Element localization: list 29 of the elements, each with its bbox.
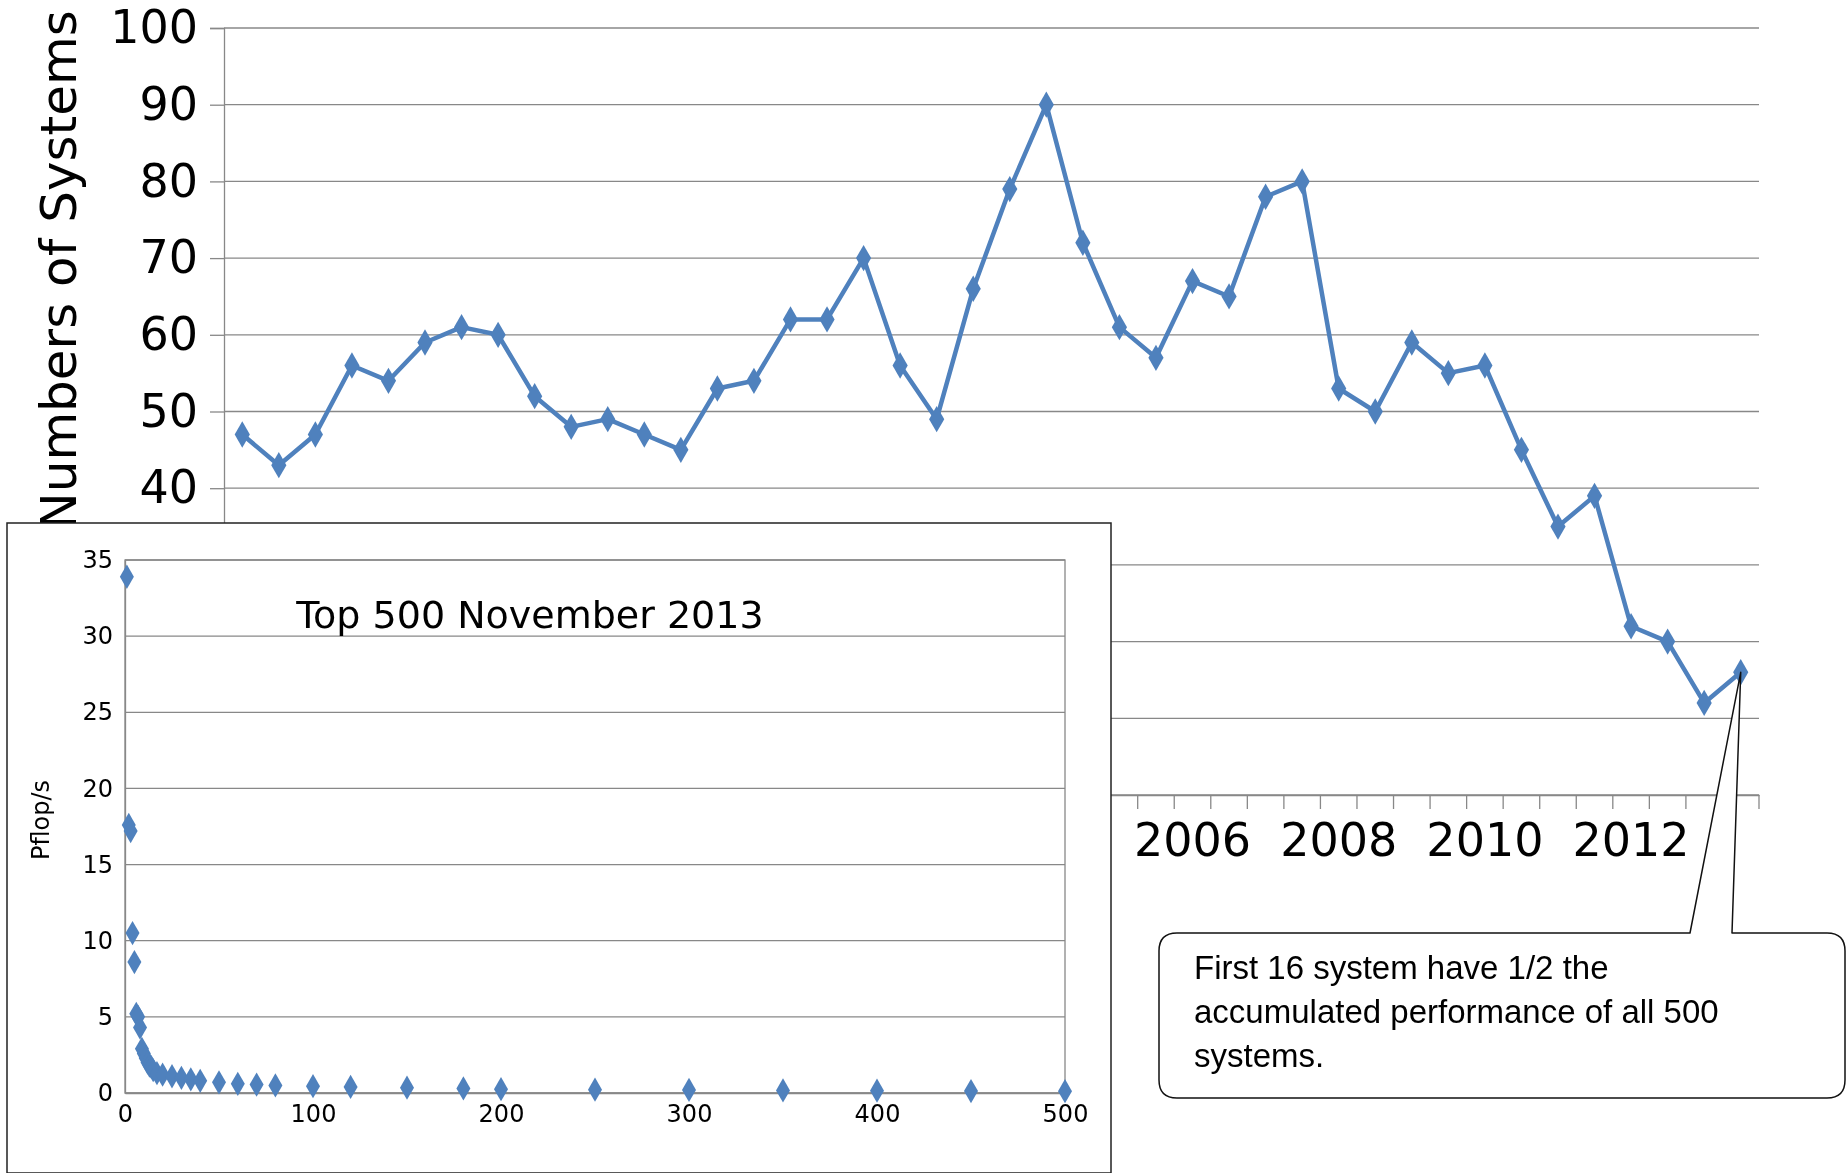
x-tick-label: 400 xyxy=(854,1100,901,1129)
y-tick-label: 60 xyxy=(139,307,198,362)
x-tick-label: 2010 xyxy=(1426,812,1544,867)
text: First 16 system have 1/2 the accumulated performance of all 500 systems. xyxy=(1194,949,1719,1074)
y-tick-label: 50 xyxy=(139,383,198,438)
y-tick-label: 0 xyxy=(97,1079,113,1108)
y-axis-title: Pflop/s xyxy=(27,779,55,861)
y-tick-label: 40 xyxy=(139,460,198,515)
y-tick-label: 35 xyxy=(82,546,113,575)
x-tick-label: 300 xyxy=(666,1100,713,1129)
y-tick-label: 25 xyxy=(82,698,113,727)
x-tick-label: 2008 xyxy=(1280,812,1398,867)
y-tick-label: 80 xyxy=(139,153,198,208)
x-tick-label: 100 xyxy=(290,1100,337,1129)
y-axis-title: Numbers of Systems xyxy=(29,10,88,530)
y-tick-label: 20 xyxy=(82,774,113,803)
x-tick-label: 0 xyxy=(117,1100,134,1129)
y-tick-label: 90 xyxy=(139,76,198,131)
y-tick-label: 5 xyxy=(97,1003,113,1032)
text: Top 500 November 2013 xyxy=(295,593,764,637)
y-tick-label: 100 xyxy=(110,0,198,55)
y-tick-label: 15 xyxy=(82,850,113,879)
y-tick-label: 30 xyxy=(82,622,113,651)
x-tick-label: 200 xyxy=(478,1100,525,1129)
y-tick-label: 70 xyxy=(139,230,198,285)
x-tick-label: 500 xyxy=(1042,1100,1089,1129)
x-tick-label: 2006 xyxy=(1133,812,1252,867)
x-tick-label: 2012 xyxy=(1572,812,1690,867)
y-tick-label: 10 xyxy=(82,926,113,955)
